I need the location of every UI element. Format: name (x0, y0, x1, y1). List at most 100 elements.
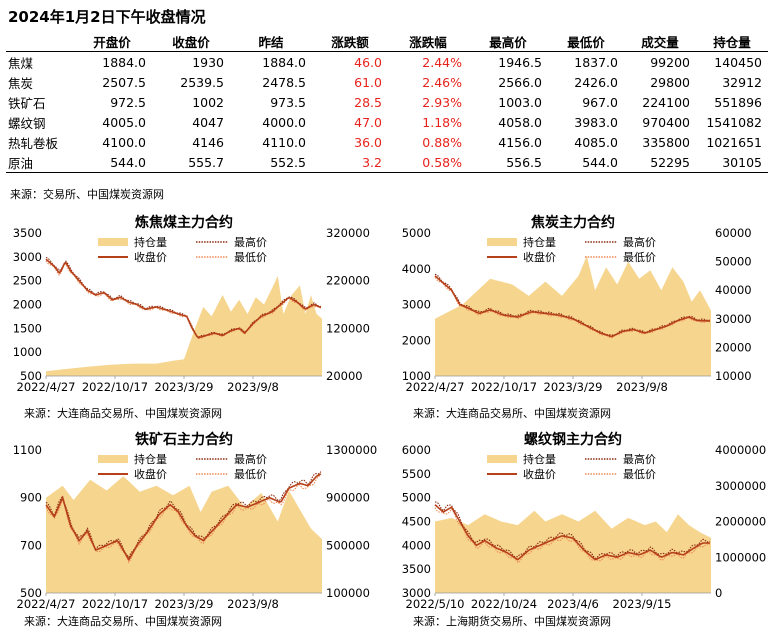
cell-low-price: 2426.0 (574, 74, 618, 90)
cell-volume: 52295 (624, 152, 696, 173)
y-left-tick-label: 1000 (402, 369, 431, 383)
series-high-line (434, 501, 711, 560)
legend-low-label: 最低价 (623, 251, 656, 264)
chart-source: 来源：大连商品交易所、中国煤炭资源网 (24, 615, 222, 628)
chart-title: 螺纹钢主力合约 (524, 431, 622, 448)
y-left-tick-label: 5000 (402, 491, 431, 505)
legend-oi-swatch (487, 455, 517, 463)
chart-source: 来源：大连商品交易所、中国煤炭资源网 (413, 407, 611, 420)
y-right-tick-label: 320000 (326, 226, 370, 240)
series-high-line (45, 256, 321, 338)
legend-high-label: 最高价 (234, 452, 267, 466)
table-row: 螺纹钢 4005.0 4047 4000.0 47.0 1.18% 4058.0 3983.0… (6, 112, 768, 132)
y-right-tick-label: 500000 (326, 538, 370, 552)
y-right-tick-label: 50000 (715, 255, 752, 269)
legend-low-label: 最低价 (234, 251, 267, 264)
legend-high-label: 最高价 (623, 235, 656, 249)
cell-change: 46.0 (354, 54, 382, 70)
y-right-tick-label: 900000 (326, 491, 370, 505)
cell-open-price: 2507.5 (102, 74, 146, 90)
y-left-tick-label: 3000 (402, 298, 431, 312)
cell-close-price: 2539.5 (180, 74, 224, 90)
y-right-tick-label: 1300000 (326, 443, 377, 457)
header-open: 开盘价 (72, 31, 152, 52)
x-tick-label: 2022/4/27 (17, 597, 76, 611)
cell-volume: 29800 (650, 74, 690, 90)
y-left-tick-label: 5500 (402, 467, 431, 481)
x-tick-label: 2023/9/15 (613, 597, 672, 611)
series-low-line (434, 277, 711, 339)
legend-low-label: 最低价 (623, 468, 656, 481)
y-left-tick-label: 5000 (402, 226, 431, 240)
legend-close-label: 收盘价 (523, 467, 556, 481)
y-right-tick-label: 2000000 (715, 515, 766, 529)
header-change-pct: 涨跌幅 (388, 31, 468, 52)
x-tick-label: 2023/9/8 (227, 380, 279, 394)
legend-low-label: 最低价 (234, 468, 267, 481)
cell-change: 47.0 (354, 114, 382, 130)
y-right-tick-label: 60000 (715, 226, 752, 240)
chart-rebar: 螺纹钢主力合约 3000 3500 4000 4500 5000 5500 6000 0 1000… (402, 431, 767, 611)
chart-coke: 焦炭主力合约 1000 2000 3000 4000 5000 10000 20000 3000… (402, 214, 752, 394)
y-right-tick-label: 40000 (715, 283, 752, 297)
series-close-line (434, 504, 710, 561)
series-open-interest-area (435, 255, 711, 376)
cell-change-pct: 1.18% (422, 114, 462, 130)
cell-high-price: 4058.0 (498, 114, 542, 130)
cell-volume: 335800 (642, 134, 690, 150)
header-high: 最高价 (468, 31, 548, 52)
cell-low-price: 1837.0 (574, 54, 618, 70)
y-left-tick-label: 500 (20, 586, 42, 600)
y-right-tick-label: 3000000 (715, 479, 766, 493)
series-high-line (45, 471, 322, 559)
x-tick-label: 2023/3/29 (155, 597, 214, 611)
y-left-tick-label: 3000 (402, 586, 431, 600)
cell-open-interest: 1541082 (706, 114, 762, 130)
y-left-tick-label: 4000 (402, 262, 431, 276)
cell-high-price: 1003.0 (498, 94, 542, 110)
legend-oi-swatch (487, 238, 517, 246)
chart-panel-rebar: 螺纹钢主力合约 3000 3500 4000 4500 5000 5500 6000 0 1000… (389, 424, 767, 634)
y-left-tick-label: 1000 (13, 345, 42, 359)
chart-coking-coal: 炼焦煤主力合约 500 1000 1500 2000 2500 3000 3500 20000 1… (13, 214, 370, 394)
chart-panel-coking-coal: 炼焦煤主力合约 500 1000 1500 2000 2500 3000 3500 20000 1… (0, 207, 375, 420)
x-tick-label: 2022/10/24 (471, 597, 537, 611)
cell-open-interest: 32912 (722, 74, 762, 90)
series-close-line (45, 473, 322, 562)
cell-close-price: 4146 (192, 134, 224, 150)
legend-high-label: 最高价 (623, 452, 656, 466)
series-high-line (434, 273, 710, 336)
y-left-tick-label: 1500 (13, 321, 42, 335)
header-volume: 成交量 (624, 31, 696, 52)
x-tick-label: 2022/4/27 (406, 380, 465, 394)
x-tick-label: 2023/3/29 (155, 380, 214, 394)
chart-title: 铁矿石主力合约 (135, 431, 233, 448)
cell-change-pct: 0.58% (388, 152, 468, 173)
table-row: 铁矿石 972.5 1002 973.5 28.5 2.93% 1003.0 967.0 224… (6, 92, 768, 112)
cell-open-price: 4100.0 (102, 134, 146, 150)
y-left-tick-label: 500 (20, 369, 42, 383)
y-right-tick-label: 20000 (715, 340, 752, 354)
cell-settle-price: 2478.5 (262, 74, 306, 90)
chart-iron-ore: 铁矿石主力合约 500 700 900 1100 100000 500000 900000 13… (13, 431, 378, 611)
table-source: 来源：交易所、中国煤炭资源网 (10, 188, 164, 201)
cell-close-price: 1930 (192, 54, 224, 70)
legend-oi-label: 持仓量 (523, 235, 556, 249)
cell-change-pct: 2.46% (422, 74, 462, 90)
y-right-tick-label: 30000 (715, 312, 752, 326)
y-left-tick-label: 4000 (402, 538, 431, 552)
cell-close-price: 555.7 (152, 152, 230, 173)
cell-open-price: 4005.0 (102, 114, 146, 130)
table-row: 热轧卷板 4100.0 4146 4110.0 36.0 0.88% 4156.0 4085.… (6, 132, 768, 152)
y-left-tick-label: 3000 (13, 250, 42, 264)
chart-panel-coke: 焦炭主力合约 1000 2000 3000 4000 5000 10000 20000 3000… (389, 207, 764, 420)
x-tick-label: 2022/4/27 (17, 380, 76, 394)
header-settle: 昨结 (230, 31, 312, 52)
y-left-tick-label: 1100 (13, 443, 42, 457)
cell-high-price: 556.5 (468, 152, 548, 173)
header-open-interest: 持仓量 (696, 31, 768, 52)
series-close-line (45, 258, 322, 339)
cell-change: 36.0 (354, 134, 382, 150)
cell-open-interest: 140450 (714, 54, 762, 70)
x-tick-label: 2022/10/17 (82, 597, 148, 611)
